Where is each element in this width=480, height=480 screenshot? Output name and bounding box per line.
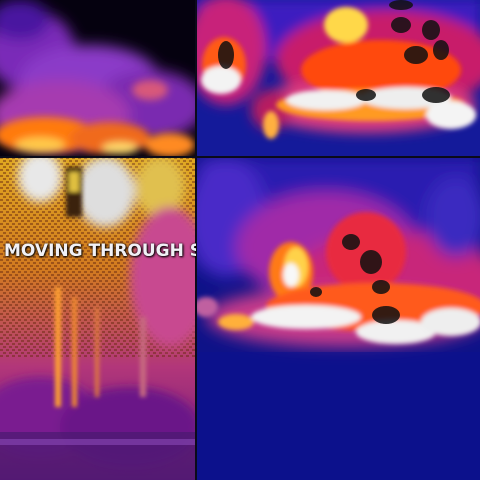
thermal-panel-top-right: [196, 0, 480, 157]
thermal-image-structure: [0, 157, 196, 480]
panel-divider-horizontal: [0, 156, 480, 158]
thermal-panel-bottom-left: [0, 157, 196, 480]
thermal-panel-bottom-right: [196, 157, 480, 480]
thermal-image-fire-line: [196, 0, 480, 157]
video-caption: MOVING THROUGH STRUC: [4, 241, 196, 261]
thermal-panel-top-left: [0, 0, 196, 157]
thermal-image-fire-closeup: [196, 157, 480, 480]
panel-divider-vertical: [195, 0, 197, 480]
thermal-image-smoke: [0, 0, 196, 157]
